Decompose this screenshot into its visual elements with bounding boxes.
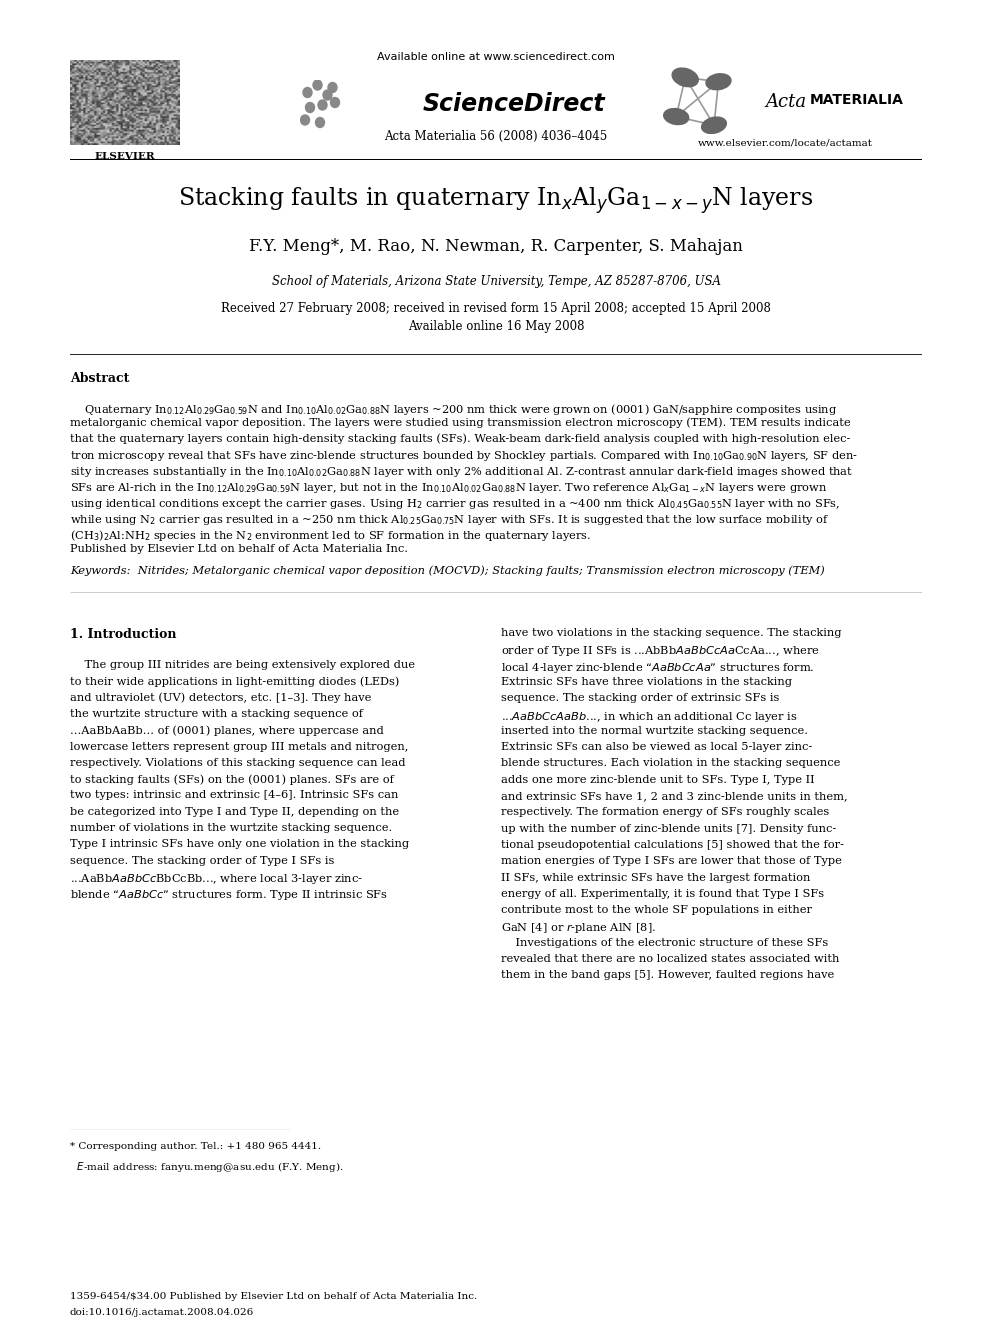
- Text: ...AaBbAaBb... of (0001) planes, where uppercase and: ...AaBbAaBb... of (0001) planes, where u…: [70, 725, 384, 736]
- Ellipse shape: [315, 118, 324, 127]
- Text: be categorized into Type I and Type II, depending on the: be categorized into Type I and Type II, …: [70, 807, 399, 816]
- Text: Available online at www.sciencedirect.com: Available online at www.sciencedirect.co…: [377, 52, 615, 62]
- Text: that the quaternary layers contain high-density stacking faults (SFs). Weak-beam: that the quaternary layers contain high-…: [70, 434, 850, 445]
- Text: The group III nitrides are being extensively explored due: The group III nitrides are being extensi…: [70, 660, 415, 669]
- Text: II SFs, while extrinsic SFs have the largest formation: II SFs, while extrinsic SFs have the lar…: [501, 872, 810, 882]
- Text: SFs are Al-rich in the In$_{0.12}$Al$_{0.29}$Ga$_{0.59}$N layer, but not in the : SFs are Al-rich in the In$_{0.12}$Al$_{0…: [70, 482, 827, 495]
- Ellipse shape: [323, 90, 332, 101]
- Text: www.elsevier.com/locate/actamat: www.elsevier.com/locate/actamat: [697, 138, 873, 147]
- Text: respectively. Violations of this stacking sequence can lead: respectively. Violations of this stackin…: [70, 758, 406, 767]
- Text: ...$\mathit{AaBbCcAaBb}$..., in which an additional Cc layer is: ...$\mathit{AaBbCcAaBb}$..., in which an…: [501, 709, 798, 724]
- Text: ScienceDirect: ScienceDirect: [423, 93, 605, 116]
- Ellipse shape: [664, 108, 688, 124]
- Ellipse shape: [303, 87, 312, 98]
- Ellipse shape: [328, 82, 337, 93]
- Text: (CH$_3$)$_2$Al:NH$_2$ species in the N$_2$ environment led to SF formation in th: (CH$_3$)$_2$Al:NH$_2$ species in the N$_…: [70, 528, 591, 544]
- Text: revealed that there are no localized states associated with: revealed that there are no localized sta…: [501, 954, 839, 964]
- Text: metalorganic chemical vapor deposition. The layers were studied using transmissi: metalorganic chemical vapor deposition. …: [70, 418, 850, 429]
- Text: lowercase letters represent group III metals and nitrogen,: lowercase letters represent group III me…: [70, 741, 409, 751]
- Text: Stacking faults in quaternary In$_x$Al$_y$Ga$_{1-x-y}$N layers: Stacking faults in quaternary In$_x$Al$_…: [179, 185, 813, 216]
- Ellipse shape: [701, 116, 726, 134]
- Text: ...AaBb$\mathit{AaBbCc}$BbCcBb..., where local 3-layer zinc-: ...AaBb$\mathit{AaBbCc}$BbCcBb..., where…: [70, 872, 363, 886]
- Text: while using N$_2$ carrier gas resulted in a ~250 nm thick Al$_{0.25}$Ga$_{0.75}$: while using N$_2$ carrier gas resulted i…: [70, 512, 829, 527]
- Ellipse shape: [673, 67, 698, 87]
- Text: adds one more zinc-blende unit to SFs. Type I, Type II: adds one more zinc-blende unit to SFs. T…: [501, 775, 814, 785]
- Text: mation energies of Type I SFs are lower that those of Type: mation energies of Type I SFs are lower …: [501, 856, 842, 867]
- Text: using identical conditions except the carrier gases. Using H$_2$ carrier gas res: using identical conditions except the ca…: [70, 497, 840, 511]
- Text: to stacking faults (SFs) on the (0001) planes. SFs are of: to stacking faults (SFs) on the (0001) p…: [70, 774, 394, 785]
- Text: GaN [4] or $r$-plane AlN [8].: GaN [4] or $r$-plane AlN [8].: [501, 921, 656, 935]
- Text: and ultraviolet (UV) detectors, etc. [1–3]. They have: and ultraviolet (UV) detectors, etc. [1–…: [70, 693, 371, 703]
- Text: doi:10.1016/j.actamat.2008.04.026: doi:10.1016/j.actamat.2008.04.026: [70, 1308, 254, 1316]
- Text: order of Type II SFs is ...AbBb$\mathit{AaBbCcAa}$CcAa..., where: order of Type II SFs is ...AbBb$\mathit{…: [501, 644, 819, 659]
- Text: Abstract: Abstract: [70, 372, 129, 385]
- Text: local 4-layer zinc-blende “$\mathit{AaBbCcAa}$” structures form.: local 4-layer zinc-blende “$\mathit{AaBb…: [501, 660, 814, 675]
- Text: two types: intrinsic and extrinsic [4–6]. Intrinsic SFs can: two types: intrinsic and extrinsic [4–6]…: [70, 790, 399, 800]
- Text: Type I intrinsic SFs have only one violation in the stacking: Type I intrinsic SFs have only one viola…: [70, 839, 409, 849]
- Text: up with the number of zinc-blende units [7]. Density func-: up with the number of zinc-blende units …: [501, 824, 836, 833]
- Text: ELSEVIER: ELSEVIER: [94, 152, 156, 161]
- Text: MATERIALIA: MATERIALIA: [810, 93, 904, 107]
- Text: tional pseudopotential calculations [5] showed that the for-: tional pseudopotential calculations [5] …: [501, 840, 844, 849]
- Text: Keywords:  Nitrides; Metalorganic chemical vapor deposition (MOCVD); Stacking fa: Keywords: Nitrides; Metalorganic chemica…: [70, 565, 824, 576]
- Text: contribute most to the whole SF populations in either: contribute most to the whole SF populati…: [501, 905, 812, 916]
- Text: Acta Materialia 56 (2008) 4036–4045: Acta Materialia 56 (2008) 4036–4045: [384, 130, 608, 143]
- Ellipse shape: [318, 101, 327, 110]
- Ellipse shape: [306, 102, 314, 112]
- Text: Available online 16 May 2008: Available online 16 May 2008: [408, 320, 584, 333]
- Text: * Corresponding author. Tel.: +1 480 965 4441.: * Corresponding author. Tel.: +1 480 965…: [70, 1142, 321, 1151]
- Text: 1359-6454/$34.00 Published by Elsevier Ltd on behalf of Acta Materialia Inc.: 1359-6454/$34.00 Published by Elsevier L…: [70, 1293, 477, 1301]
- Ellipse shape: [706, 74, 731, 90]
- Ellipse shape: [313, 79, 322, 90]
- Text: School of Materials, Arizona State University, Tempe, AZ 85287-8706, USA: School of Materials, Arizona State Unive…: [272, 275, 720, 288]
- Text: blende structures. Each violation in the stacking sequence: blende structures. Each violation in the…: [501, 758, 840, 769]
- Text: Published by Elsevier Ltd on behalf of Acta Materialia Inc.: Published by Elsevier Ltd on behalf of A…: [70, 544, 408, 554]
- Text: Extrinsic SFs can also be viewed as local 5-layer zinc-: Extrinsic SFs can also be viewed as loca…: [501, 742, 812, 751]
- Text: sequence. The stacking order of Type I SFs is: sequence. The stacking order of Type I S…: [70, 856, 334, 865]
- Text: F.Y. Meng*, M. Rao, N. Newman, R. Carpenter, S. Mahajan: F.Y. Meng*, M. Rao, N. Newman, R. Carpen…: [249, 238, 743, 255]
- Text: sequence. The stacking order of extrinsic SFs is: sequence. The stacking order of extrinsi…: [501, 693, 780, 704]
- Text: $\it{E}$-mail address: fanyu.meng@asu.edu (F.Y. Meng).: $\it{E}$-mail address: fanyu.meng@asu.ed…: [70, 1160, 343, 1174]
- Text: respectively. The formation energy of SFs roughly scales: respectively. The formation energy of SF…: [501, 807, 829, 818]
- Text: tron microscopy reveal that SFs have zinc-blende structures bounded by Shockley : tron microscopy reveal that SFs have zin…: [70, 450, 858, 463]
- Text: and extrinsic SFs have 1, 2 and 3 zinc-blende units in them,: and extrinsic SFs have 1, 2 and 3 zinc-b…: [501, 791, 847, 800]
- Text: Extrinsic SFs have three violations in the stacking: Extrinsic SFs have three violations in t…: [501, 677, 792, 687]
- Text: Acta: Acta: [765, 93, 806, 111]
- Text: energy of all. Experimentally, it is found that Type I SFs: energy of all. Experimentally, it is fou…: [501, 889, 824, 898]
- Ellipse shape: [330, 98, 339, 107]
- Text: them in the band gaps [5]. However, faulted regions have: them in the band gaps [5]. However, faul…: [501, 970, 834, 980]
- Text: blende “$\mathit{AaBbCc}$” structures form. Type II intrinsic SFs: blende “$\mathit{AaBbCc}$” structures fo…: [70, 888, 388, 902]
- Text: the wurtzite structure with a stacking sequence of: the wurtzite structure with a stacking s…: [70, 709, 363, 718]
- Text: to their wide applications in light-emitting diodes (LEDs): to their wide applications in light-emit…: [70, 676, 400, 687]
- Text: number of violations in the wurtzite stacking sequence.: number of violations in the wurtzite sta…: [70, 823, 392, 833]
- Text: 1. Introduction: 1. Introduction: [70, 628, 177, 642]
- Ellipse shape: [301, 115, 310, 124]
- Text: Received 27 February 2008; received in revised form 15 April 2008; accepted 15 A: Received 27 February 2008; received in r…: [221, 302, 771, 315]
- Text: Quaternary In$_{0.12}$Al$_{0.29}$Ga$_{0.59}$N and In$_{0.10}$Al$_{0.02}$Ga$_{0.8: Quaternary In$_{0.12}$Al$_{0.29}$Ga$_{0.…: [70, 402, 837, 417]
- Text: sity increases substantially in the In$_{0.10}$Al$_{0.02}$Ga$_{0.88}$N layer wit: sity increases substantially in the In$_…: [70, 466, 853, 479]
- Text: inserted into the normal wurtzite stacking sequence.: inserted into the normal wurtzite stacki…: [501, 726, 808, 736]
- Text: Investigations of the electronic structure of these SFs: Investigations of the electronic structu…: [501, 938, 828, 947]
- Text: have two violations in the stacking sequence. The stacking: have two violations in the stacking sequ…: [501, 628, 841, 638]
